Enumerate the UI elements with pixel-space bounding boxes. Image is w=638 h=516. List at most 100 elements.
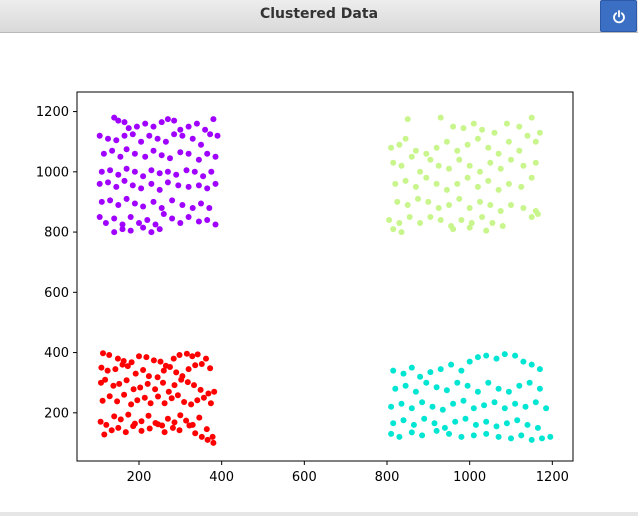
data-point: [522, 403, 529, 410]
data-point: [503, 420, 510, 427]
data-point: [518, 183, 525, 190]
data-point: [138, 427, 145, 434]
data-point: [154, 374, 161, 381]
data-point: [207, 400, 214, 407]
data-point: [101, 431, 108, 438]
data-point: [423, 150, 430, 157]
data-point: [162, 138, 169, 145]
data-point: [195, 218, 202, 225]
data-point: [138, 138, 145, 145]
data-point: [495, 433, 502, 440]
data-point: [131, 200, 138, 207]
data-point: [497, 165, 504, 172]
data-point: [454, 147, 461, 154]
data-point: [194, 351, 201, 358]
data-point: [402, 135, 409, 142]
data-point: [198, 200, 204, 207]
data-point: [152, 221, 159, 228]
data-point: [412, 388, 419, 395]
data-point: [402, 382, 409, 389]
data-point: [505, 180, 512, 187]
data-point: [193, 120, 200, 127]
data-point: [133, 123, 140, 130]
data-point: [205, 390, 212, 397]
data-point: [165, 388, 172, 395]
data-point: [160, 367, 167, 374]
data-point: [185, 183, 192, 190]
data-point: [121, 177, 128, 184]
data-point: [195, 156, 202, 163]
data-point: [512, 400, 519, 407]
data-point: [102, 376, 109, 383]
data-point: [483, 352, 490, 359]
data-point: [388, 144, 395, 151]
data-point: [437, 114, 444, 121]
data-point: [514, 417, 521, 424]
data-point: [138, 418, 145, 425]
data-point: [532, 138, 539, 145]
data-point: [427, 369, 434, 376]
data-point: [539, 435, 545, 442]
data-point: [446, 202, 452, 208]
data-point: [177, 126, 184, 133]
data-point: [474, 183, 481, 190]
data-point: [458, 217, 465, 223]
data-point: [155, 393, 161, 400]
data-point: [157, 358, 164, 365]
data-point: [156, 186, 163, 193]
data-point: [115, 171, 122, 178]
data-point: [129, 182, 136, 189]
data-point: [156, 170, 163, 177]
data-point: [408, 405, 415, 412]
data-point: [481, 402, 488, 409]
data-point: [148, 167, 155, 174]
data-point: [160, 211, 167, 217]
power-button[interactable]: [600, 0, 637, 32]
data-point: [176, 427, 183, 434]
data-point: [425, 198, 432, 205]
data-point: [195, 182, 202, 189]
data-point: [518, 432, 525, 439]
data-point: [176, 352, 183, 358]
data-point: [419, 399, 426, 406]
data-point: [131, 150, 138, 157]
data-point: [466, 358, 473, 365]
data-point: [148, 180, 155, 187]
data-point: [114, 355, 121, 362]
data-point: [164, 415, 171, 422]
data-point: [547, 433, 554, 440]
data-point: [108, 427, 115, 434]
data-point: [109, 147, 116, 154]
data-point: [433, 144, 440, 151]
data-point: [200, 394, 207, 401]
data-point: [491, 129, 498, 136]
data-point: [191, 168, 198, 175]
data-point: [408, 153, 415, 160]
x-tick-label: 200: [127, 470, 152, 485]
data-point: [464, 382, 471, 389]
data-point: [516, 382, 523, 389]
data-point: [396, 141, 403, 148]
data-point: [119, 221, 126, 228]
data-point: [197, 386, 204, 393]
data-point: [415, 195, 421, 202]
data-point: [499, 223, 506, 229]
data-point: [100, 150, 107, 157]
data-point: [167, 155, 173, 162]
data-point: [431, 420, 438, 427]
data-point: [203, 355, 209, 362]
data-point: [150, 147, 157, 154]
data-point: [179, 202, 186, 208]
data-point: [468, 220, 475, 226]
data-point: [460, 125, 467, 132]
power-icon: [613, 10, 625, 24]
data-point: [132, 370, 139, 377]
data-point: [458, 433, 465, 440]
data-point: [417, 220, 424, 226]
data-point: [412, 147, 419, 154]
axes-layer: 200 400 600 800 1000 1200 200 400 600 800 1000 1200: [36, 91, 574, 485]
data-point: [130, 423, 137, 430]
data-point: [406, 214, 413, 220]
data-point: [203, 426, 210, 433]
data-point: [446, 165, 452, 172]
